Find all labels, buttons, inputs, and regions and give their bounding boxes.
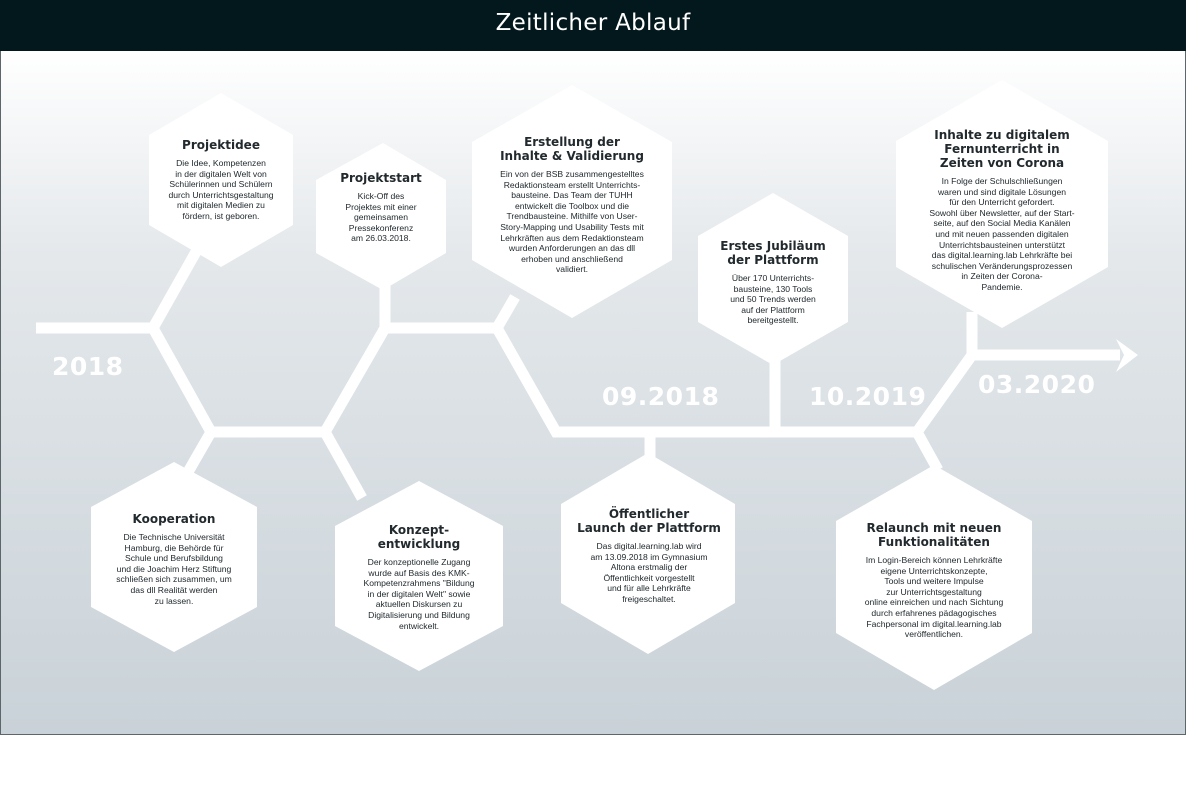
event-description: In Folge der Schulschließungen waren und… xyxy=(929,176,1075,292)
year-label-10-2019: 10.2019 xyxy=(809,382,927,411)
event-description: Über 170 Unterrichts- bausteine, 130 Too… xyxy=(730,273,816,326)
event-erstellung: Erstellung der Inhalte & Validierung Ein… xyxy=(478,135,666,275)
year-label-03-2020: 03.2020 xyxy=(978,370,1096,399)
event-jubilaeum: Erstes Jubiläum der Plattform Über 170 U… xyxy=(698,239,848,326)
branch-projektidee xyxy=(148,247,202,331)
event-title: Erstellung der Inhalte & Validierung xyxy=(500,135,644,163)
hex-relaunch xyxy=(836,465,1032,690)
event-title: Inhalte zu digitalem Fernunterricht in Z… xyxy=(934,128,1070,170)
event-description: Der konzeptionelle Zugang wurde auf Basi… xyxy=(363,557,475,631)
hex-projektidee xyxy=(149,93,293,267)
event-title: Konzept- entwicklung xyxy=(377,523,461,551)
timeline-arrow-head xyxy=(1116,339,1138,372)
hex-jubilaeum xyxy=(698,193,848,365)
branch-relaunch xyxy=(912,429,943,473)
page-title: Zeitlicher Ablauf xyxy=(495,10,691,36)
hex-kooperation xyxy=(91,462,257,652)
event-title: Kooperation xyxy=(132,512,216,526)
event-title: Projektidee xyxy=(182,138,260,152)
header-bar: Zeitlicher Ablauf xyxy=(0,0,1186,51)
hex-erstellung xyxy=(472,85,672,318)
event-relaunch: Relaunch mit neuen Funktionalitäten Im L… xyxy=(842,521,1026,640)
event-title: Relaunch mit neuen Funktionalitäten xyxy=(866,521,1002,549)
event-description: Im Login-Bereich können Lehrkräfte eigen… xyxy=(864,555,1004,640)
event-projektstart: Projektstart Kick-Off des Projektes mit … xyxy=(316,171,446,244)
event-title: Erstes Jubiläum der Plattform xyxy=(720,239,826,267)
hexagons xyxy=(91,80,1108,690)
event-projektidee: Projektidee Die Idee, Kompetenzen in der… xyxy=(149,138,293,222)
event-konzept: Konzept- entwicklung Der konzeptionelle … xyxy=(340,523,498,631)
event-description: Ein von der BSB zusammengestelltes Redak… xyxy=(500,169,644,275)
year-label-09-2018: 09.2018 xyxy=(602,382,720,411)
event-launch: Öffentlicher Launch der Plattform Das di… xyxy=(566,507,732,605)
branch-erstellung xyxy=(492,294,520,331)
hex-projektstart xyxy=(316,143,446,290)
event-kooperation: Kooperation Die Technische Universität H… xyxy=(91,512,257,606)
timeline-main-line xyxy=(36,322,1120,438)
year-label-2018: 2018 xyxy=(52,352,124,381)
hex-corona xyxy=(896,80,1108,328)
hex-launch xyxy=(561,453,735,654)
event-description: Das digital.learning.lab wird am 13.09.2… xyxy=(590,541,708,604)
event-title: Öffentlicher Launch der Plattform xyxy=(577,507,721,535)
event-description: Die Idee, Kompetenzen in der digitalen W… xyxy=(168,158,274,221)
event-description: Die Technische Universität Hamburg, die … xyxy=(116,532,232,606)
branch-konzept xyxy=(320,429,367,501)
event-title: Projektstart xyxy=(340,171,422,185)
branch-kooperation xyxy=(183,429,216,475)
hex-konzept xyxy=(335,481,503,671)
event-corona: Inhalte zu digitalem Fernunterricht in Z… xyxy=(902,128,1102,293)
event-description: Kick-Off des Projektes mit einer gemeins… xyxy=(345,191,417,244)
